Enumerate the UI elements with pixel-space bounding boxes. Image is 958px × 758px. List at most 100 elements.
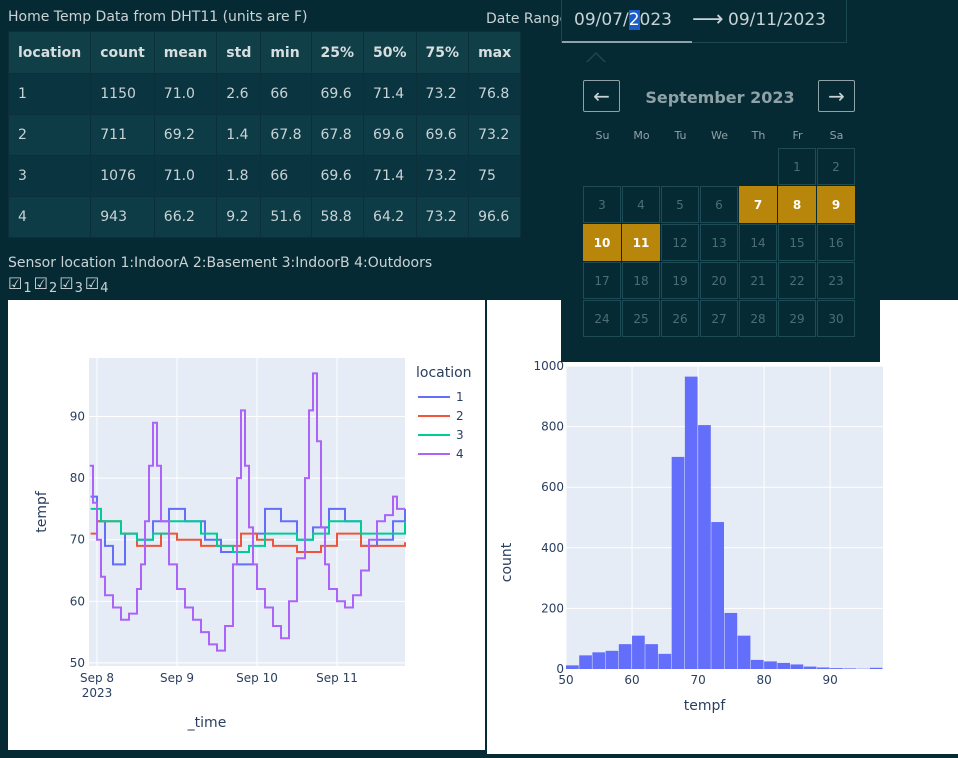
calendar-day[interactable]: 29 [778, 300, 816, 337]
range-arrow-icon: ⟶ [692, 7, 724, 32]
histogram-bar [592, 652, 605, 669]
calendar-day[interactable]: 15 [778, 224, 816, 261]
calendar-day[interactable]: 1 [778, 148, 816, 185]
calendar-day[interactable]: 5 [661, 186, 699, 223]
histogram-bar [711, 522, 724, 669]
checkbox-label: 2 [49, 282, 57, 296]
x-tick-label: 90 [823, 673, 838, 687]
table-cell: 3 [9, 156, 91, 197]
table-cell: 1150 [91, 74, 155, 115]
histogram-bar [725, 613, 738, 669]
y-axis-title: count [499, 542, 515, 582]
calendar-day[interactable]: 22 [778, 262, 816, 299]
calendar-day[interactable]: 30 [817, 300, 855, 337]
calendar-day[interactable]: 10 [583, 224, 621, 261]
x-tick-label: 60 [624, 673, 639, 687]
table-cell: 67.8 [261, 115, 311, 156]
histogram-bar [751, 660, 764, 669]
table-cell: 711 [91, 115, 155, 156]
calendar-day[interactable]: 8 [778, 186, 816, 223]
date-range-label: Date Range [486, 11, 568, 27]
date-range-picker[interactable]: 09/07/2023 ⟶ 09/11/2023 [561, 0, 847, 43]
legend-label-3: 3 [456, 428, 464, 442]
checkbox-checked-icon[interactable]: ☑ [59, 276, 73, 292]
calendar-day[interactable]: 6 [700, 186, 738, 223]
y-tick-label: 600 [541, 480, 564, 494]
table-cell: 69.2 [154, 115, 217, 156]
histogram-bar [777, 663, 790, 669]
table-cell: 51.6 [261, 197, 311, 238]
table-cell: 73.2 [469, 115, 521, 156]
location-checkbox-2[interactable]: ☑2 [34, 276, 60, 292]
histogram-bar [804, 667, 817, 669]
next-month-button[interactable]: → [818, 80, 855, 112]
column-header-0: location [9, 32, 91, 74]
checkbox-checked-icon[interactable]: ☑ [34, 276, 48, 292]
calendar-day[interactable]: 4 [622, 186, 660, 223]
table-cell: 66 [261, 156, 311, 197]
calendar-day[interactable]: 17 [583, 262, 621, 299]
histogram-bar [843, 668, 856, 669]
calendar-day[interactable]: 21 [739, 262, 777, 299]
calendar-day[interactable]: 19 [661, 262, 699, 299]
legend-label-1: 1 [456, 390, 464, 404]
plot-area [89, 358, 405, 666]
calendar-day[interactable]: 2 [817, 148, 855, 185]
calendar-day[interactable]: 16 [817, 224, 855, 261]
calendar-day[interactable]: 25 [622, 300, 660, 337]
histogram-bar [672, 457, 685, 669]
checkbox-label: 1 [23, 282, 31, 296]
y-tick-label: 400 [541, 541, 564, 555]
table-cell: 4 [9, 197, 91, 238]
calendar-day[interactable]: 26 [661, 300, 699, 337]
x-tick-label: Sep 10 [236, 671, 278, 685]
column-header-8: max [469, 32, 521, 74]
calendar-day[interactable]: 3 [583, 186, 621, 223]
calendar-day[interactable]: 24 [583, 300, 621, 337]
calendar-day[interactable]: 14 [739, 224, 777, 261]
histogram-bar [606, 651, 619, 669]
start-date-input[interactable]: 09/07/2023 [574, 10, 672, 30]
calendar-day[interactable]: 18 [622, 262, 660, 299]
checkbox-checked-icon[interactable]: ☑ [8, 276, 22, 292]
weekday-header: Th [739, 129, 778, 142]
location-checkbox-4[interactable]: ☑4 [85, 276, 111, 292]
prev-month-button[interactable]: ← [583, 80, 620, 112]
location-checkbox-3[interactable]: ☑3 [59, 276, 85, 292]
table-cell: 1.4 [217, 115, 261, 156]
y-tick-label: 80 [70, 471, 85, 485]
x-tick-label: Sep 9 [160, 671, 194, 685]
legend-label-4: 4 [456, 447, 464, 461]
x-tick-label: Sep 8 [80, 671, 114, 685]
calendar-day[interactable]: 12 [661, 224, 699, 261]
calendar-day[interactable]: 20 [700, 262, 738, 299]
calendar-day[interactable]: 9 [817, 186, 855, 223]
y-tick-label: 200 [541, 601, 564, 615]
table-cell: 1076 [91, 156, 155, 197]
column-header-3: std [217, 32, 261, 74]
calendar-day[interactable]: 27 [700, 300, 738, 337]
calendar-day[interactable]: 11 [622, 224, 660, 261]
weekday-header: Fr [778, 129, 817, 142]
histogram-bar [658, 654, 671, 669]
calendar-day[interactable]: 23 [817, 262, 855, 299]
location-checklist: ☑1☑2☑3☑4 [8, 276, 111, 292]
checkbox-checked-icon[interactable]: ☑ [85, 276, 99, 292]
end-date-input[interactable]: 09/11/2023 [728, 10, 826, 30]
calendar-day[interactable]: 28 [739, 300, 777, 337]
histogram-bar [619, 644, 632, 669]
table-title: Home Temp Data from DHT11 (units are F) [8, 9, 308, 25]
weekday-header: Sa [817, 129, 856, 142]
y-tick-label: 50 [70, 656, 85, 670]
y-axis-title: tempf [34, 490, 50, 533]
table-cell: 76.8 [469, 74, 521, 115]
weekday-header: We [700, 129, 739, 142]
calendar-day[interactable]: 13 [700, 224, 738, 261]
location-checkbox-1[interactable]: ☑1 [8, 276, 34, 292]
x-tick-label: 80 [756, 673, 771, 687]
calendar-day[interactable]: 7 [739, 186, 777, 223]
